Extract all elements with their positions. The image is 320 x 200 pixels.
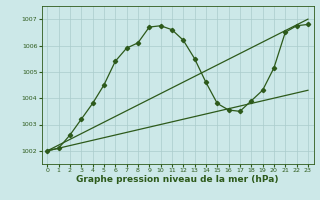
X-axis label: Graphe pression niveau de la mer (hPa): Graphe pression niveau de la mer (hPa) [76, 175, 279, 184]
